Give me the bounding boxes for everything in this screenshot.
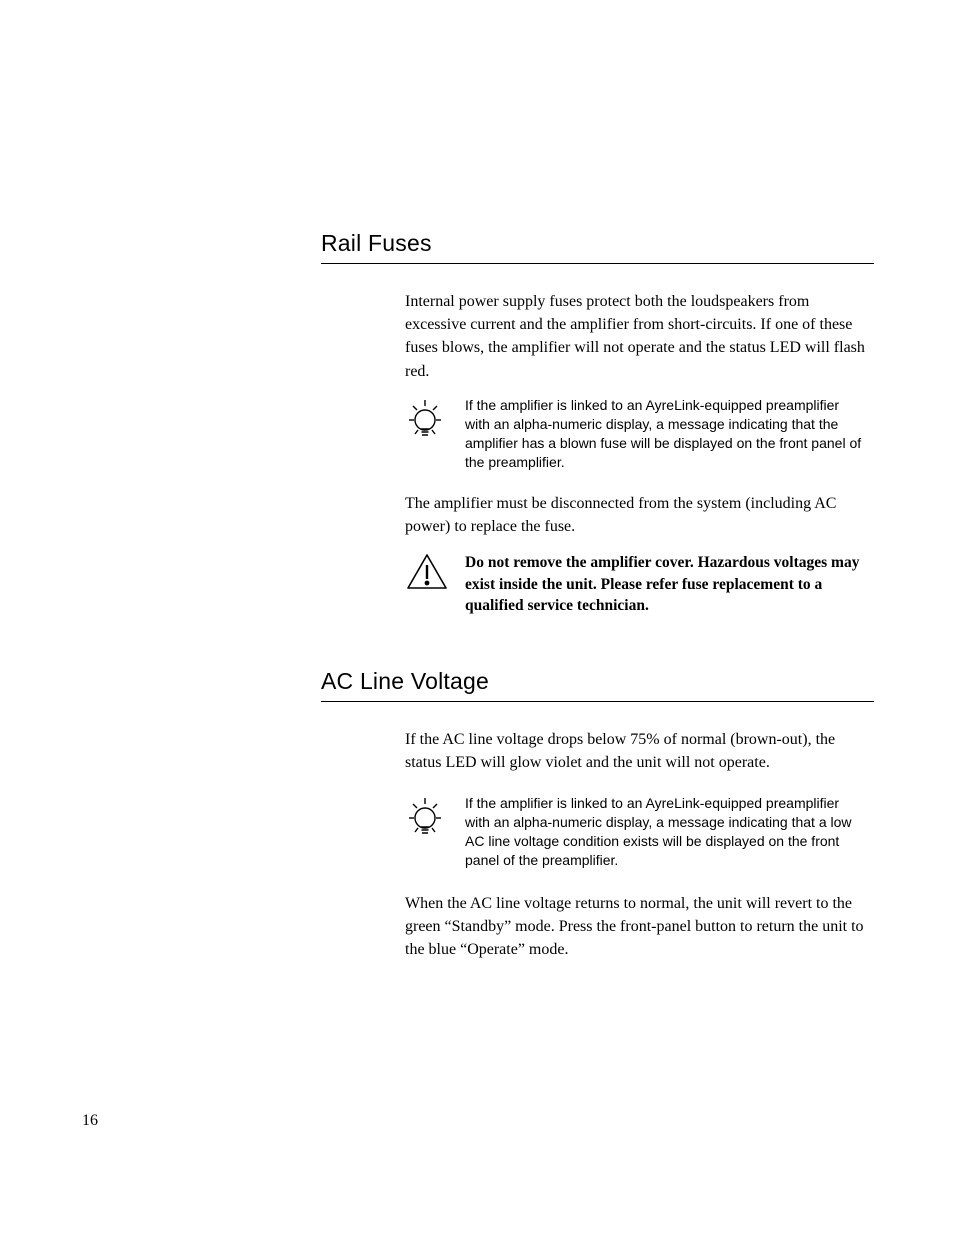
rail-fuses-para-1: Internal power supply fuses protect both… (405, 290, 865, 383)
rail-fuses-warning-block: Do not remove the amplifier cover. Hazar… (405, 552, 865, 617)
ac-line-tip-text: If the amplifier is linked to an AyreLin… (465, 794, 865, 870)
section-heading-rail-fuses: Rail Fuses (321, 230, 874, 264)
section-heading-ac-line-voltage: AC Line Voltage (321, 668, 874, 702)
lightbulb-icon (405, 396, 449, 444)
page-number: 16 (82, 1112, 98, 1130)
ac-line-para-1: If the AC line voltage drops below 75% o… (405, 728, 865, 774)
warning-icon (405, 552, 449, 592)
document-page: Rail Fuses Internal power supply fuses p… (0, 0, 954, 1235)
rail-fuses-tip-block: If the amplifier is linked to an AyreLin… (405, 396, 865, 472)
rail-fuses-warning-text: Do not remove the amplifier cover. Hazar… (465, 552, 865, 617)
rail-fuses-tip-text: If the amplifier is linked to an AyreLin… (465, 396, 865, 472)
ac-line-para-2: When the AC line voltage returns to norm… (405, 892, 865, 962)
lightbulb-icon (405, 794, 449, 842)
ac-line-tip-block: If the amplifier is linked to an AyreLin… (405, 794, 865, 870)
rail-fuses-para-2: The amplifier must be disconnected from … (405, 492, 865, 538)
